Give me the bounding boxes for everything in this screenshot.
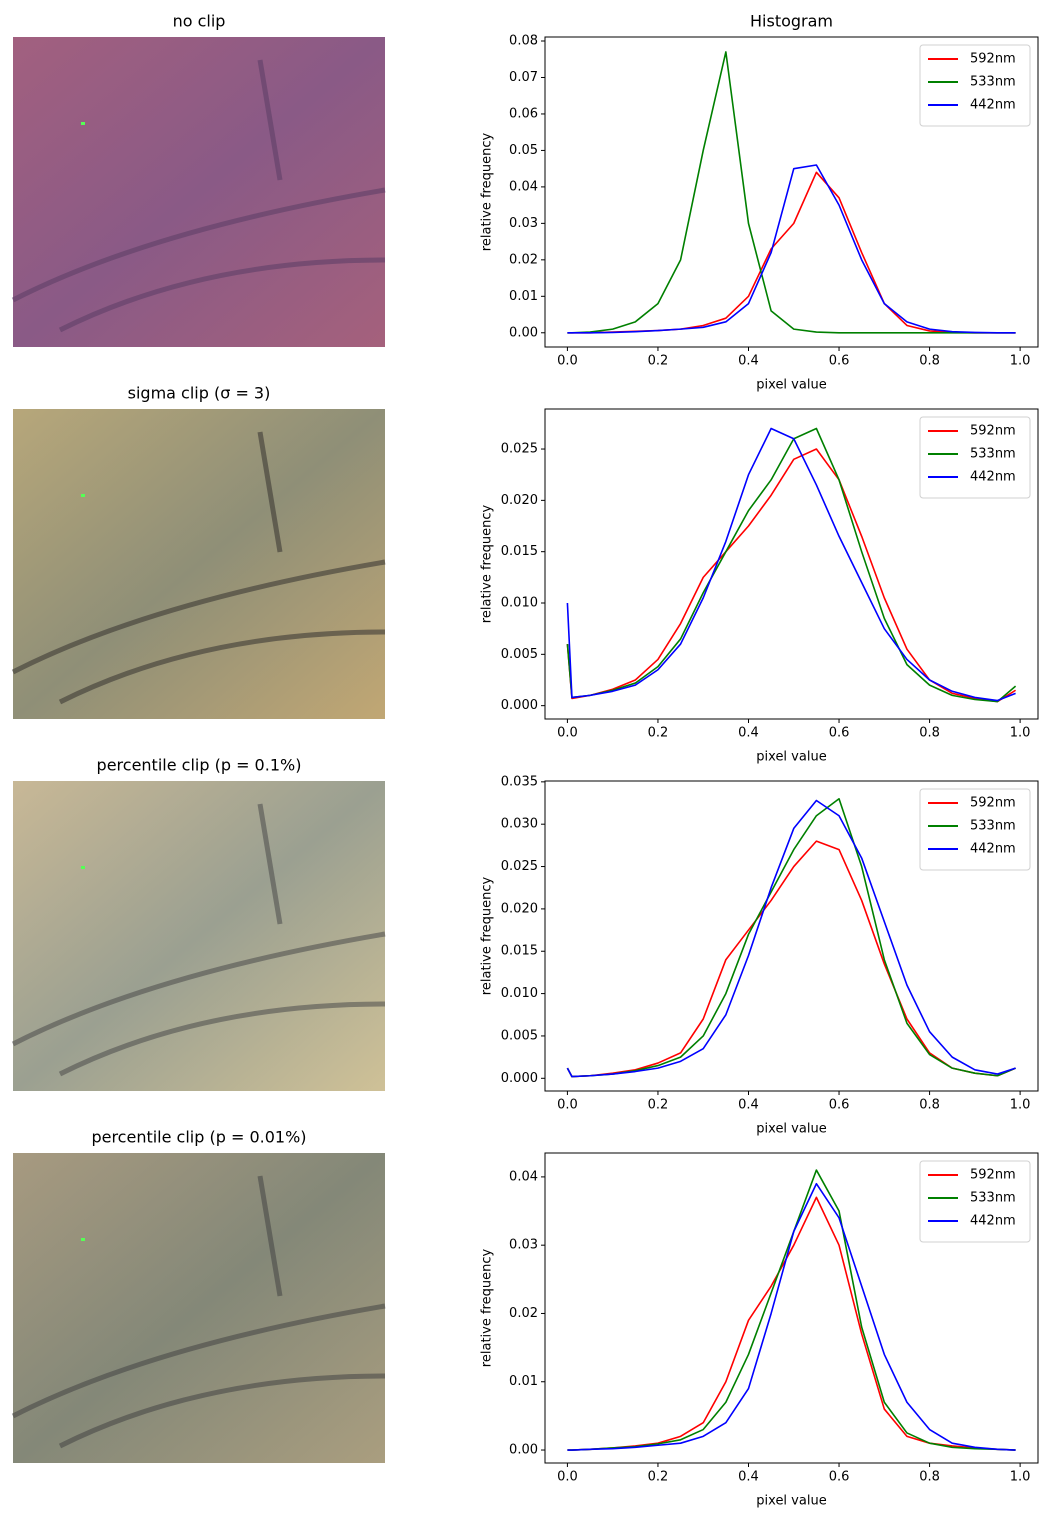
legend-label: 533nm [970,447,1016,462]
x-tick-label: 0.4 [738,1098,759,1113]
image-fill [13,1153,385,1463]
legend-label: 442nm [970,98,1016,113]
x-tick-label: 0.4 [738,726,759,741]
x-tick-label: 0.0 [557,1470,578,1485]
figure: no clip sigma clip (σ = 3) percentile clip… [0,0,1052,1513]
x-axis-label: pixel value [756,1494,826,1509]
x-tick-label: 1.0 [1010,1098,1031,1113]
y-axis-label: relative frequency [480,877,495,996]
image-title: sigma clip (σ = 3) [128,384,271,403]
x-tick-label: 0.0 [557,1098,578,1113]
y-tick-label: 0.02 [509,1306,538,1321]
y-tick-label: 0.000 [501,1071,538,1086]
y-tick-label: 0.00 [509,1443,538,1458]
y-tick-label: 0.00 [509,325,538,340]
legend-label: 592nm [970,1168,1016,1183]
y-tick-label: 0.015 [501,544,538,559]
series-line [567,841,1015,1076]
y-tick-label: 0.020 [501,901,538,916]
y-tick-label: 0.035 [501,774,538,789]
y-tick-label: 0.010 [501,596,538,611]
image-title: percentile clip (p = 0.1%) [97,756,302,775]
legend-label: 442nm [970,470,1016,485]
image-fill [13,37,385,347]
x-tick-label: 0.0 [557,726,578,741]
y-tick-label: 0.000 [501,698,538,713]
x-tick-label: 0.6 [829,354,850,369]
y-tick-label: 0.06 [509,106,538,121]
y-tick-label: 0.025 [501,859,538,874]
x-axis-label: pixel value [756,378,826,393]
page: no clip sigma clip (σ = 3) percentile clip… [0,0,1052,1513]
y-tick-label: 0.05 [509,143,538,158]
y-tick-label: 0.015 [501,944,538,959]
y-tick-label: 0.03 [509,1238,538,1253]
y-tick-label: 0.020 [501,493,538,508]
legend-label: 592nm [970,52,1016,67]
y-axis-label: relative frequency [480,1249,495,1368]
image-title: no clip [173,12,226,31]
x-tick-label: 0.8 [919,1470,940,1485]
x-tick-label: 0.0 [557,354,578,369]
y-tick-label: 0.005 [501,647,538,662]
image [13,1153,385,1463]
image-title: percentile clip (p = 0.01%) [91,1128,306,1147]
x-tick-label: 0.8 [919,1098,940,1113]
legend-label: 533nm [970,75,1016,90]
x-axis-label: pixel value [756,1122,826,1137]
legend-label: 592nm [970,424,1016,439]
x-tick-label: 0.6 [829,726,850,741]
image-dot [81,122,85,125]
x-tick-label: 1.0 [1010,726,1031,741]
x-tick-label: 0.2 [648,1470,669,1485]
y-tick-label: 0.08 [509,34,538,49]
y-tick-label: 0.010 [501,986,538,1001]
y-tick-label: 0.030 [501,817,538,832]
y-axis-label: relative frequency [480,133,495,252]
x-tick-label: 0.2 [648,726,669,741]
x-axis-label: pixel value [756,750,826,765]
y-tick-label: 0.07 [509,70,538,85]
image [13,409,385,719]
image-dot [81,1238,85,1241]
y-tick-label: 0.04 [509,179,538,194]
x-tick-label: 0.4 [738,354,759,369]
series-line [567,165,1015,333]
x-tick-label: 0.8 [919,354,940,369]
x-tick-label: 0.4 [738,1470,759,1485]
legend-label: 442nm [970,842,1016,857]
x-tick-label: 1.0 [1010,354,1031,369]
x-tick-label: 0.6 [829,1470,850,1485]
x-tick-label: 1.0 [1010,1470,1031,1485]
y-tick-label: 0.01 [509,1374,538,1389]
image-fill [13,781,385,1091]
legend-label: 533nm [970,819,1016,834]
legend-label: 533nm [970,1191,1016,1206]
y-tick-label: 0.005 [501,1028,538,1043]
x-tick-label: 0.2 [648,1098,669,1113]
x-tick-label: 0.8 [919,726,940,741]
image-dot [81,494,85,497]
legend-label: 592nm [970,796,1016,811]
x-tick-label: 0.2 [648,354,669,369]
x-tick-label: 0.6 [829,1098,850,1113]
y-tick-label: 0.025 [501,442,538,457]
series-line [567,172,1015,332]
image-fill [13,409,385,719]
y-axis-label: relative frequency [480,505,495,624]
image-dot [81,866,85,869]
chart-title: Histogram [750,12,833,31]
y-tick-label: 0.01 [509,289,538,304]
image [13,781,385,1091]
legend-label: 442nm [970,1214,1016,1229]
image [13,37,385,347]
image-panels [13,37,385,1463]
y-tick-label: 0.03 [509,216,538,231]
y-tick-label: 0.02 [509,252,538,267]
y-tick-label: 0.04 [509,1169,538,1184]
